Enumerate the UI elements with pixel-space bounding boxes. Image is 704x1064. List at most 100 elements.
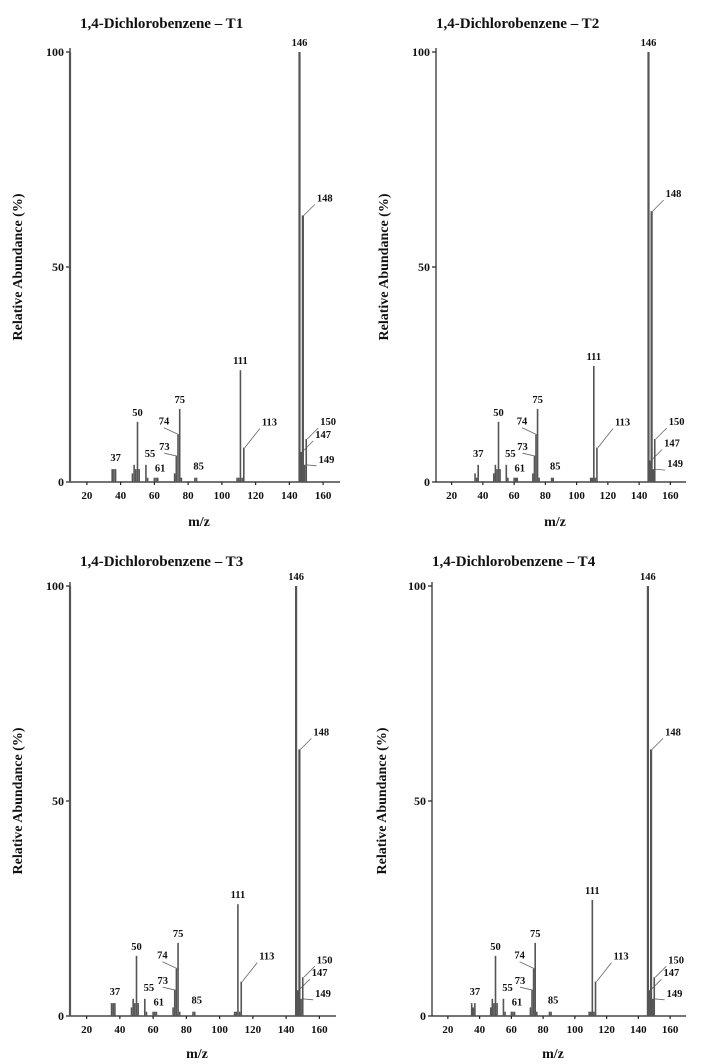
- peak-leader-line: [652, 199, 664, 212]
- x-axis-label: m/z: [544, 515, 566, 530]
- y-axis-label: Relative Abundance (%): [375, 727, 390, 874]
- peak-label-150: 150: [320, 417, 336, 428]
- peak-leader-line: [519, 986, 534, 991]
- peak-label-147: 147: [663, 968, 679, 979]
- peak-label-37: 37: [473, 449, 484, 460]
- peak-label-55: 55: [145, 449, 156, 460]
- y-tick-label: 100: [46, 579, 64, 593]
- peak-label-73: 73: [517, 442, 528, 453]
- x-tick-label: 80: [183, 490, 195, 502]
- peak-label-85: 85: [548, 996, 559, 1007]
- peak-label-75: 75: [532, 395, 543, 406]
- x-tick-label: 80: [538, 1024, 550, 1036]
- peak-label-149: 149: [315, 989, 331, 1000]
- peak-label-75: 75: [174, 395, 185, 406]
- peak-label-50: 50: [493, 408, 504, 419]
- peak-label-61: 61: [512, 998, 523, 1009]
- peak-leader-line: [163, 427, 180, 436]
- x-tick-label: 40: [477, 490, 489, 502]
- peak-label-147: 147: [664, 439, 680, 450]
- x-tick-label: 160: [662, 1024, 679, 1036]
- peak-label-50: 50: [131, 942, 142, 953]
- peak-label-111: 111: [231, 890, 246, 901]
- y-tick-label: 100: [408, 579, 426, 593]
- y-tick-label: 100: [46, 45, 64, 59]
- x-tick-label: 140: [281, 490, 298, 502]
- x-tick-label: 60: [509, 490, 521, 502]
- peak-label-55: 55: [505, 449, 516, 460]
- peak-leader-line: [162, 961, 178, 970]
- x-tick-label: 20: [446, 490, 458, 502]
- peak-leader-line: [650, 978, 662, 991]
- y-axis-label: Relative Abundance (%): [11, 727, 26, 874]
- peak-leader-line: [596, 962, 612, 982]
- y-tick-label: 50: [418, 260, 430, 274]
- peak-label-50: 50: [132, 408, 143, 419]
- peak-label-149: 149: [319, 455, 335, 466]
- x-tick-label: 160: [662, 490, 679, 502]
- x-tick-label: 160: [311, 1024, 328, 1036]
- peak-leader-line: [654, 966, 667, 978]
- peak-leader-line: [521, 427, 538, 436]
- peak-leader-line: [519, 961, 535, 970]
- peak-label-55: 55: [144, 983, 155, 994]
- peak-label-61: 61: [154, 998, 165, 1009]
- x-tick-label: 40: [115, 490, 127, 502]
- peak-leader-line: [162, 986, 176, 991]
- peak-leader-line: [655, 427, 668, 440]
- y-tick-label: 50: [52, 794, 64, 808]
- x-tick-label: 100: [568, 490, 585, 502]
- x-tick-label: 100: [567, 1024, 584, 1036]
- peak-label-150: 150: [669, 417, 685, 428]
- peak-leader-line: [305, 464, 317, 467]
- peak-label-74: 74: [157, 951, 168, 962]
- x-tick-label: 120: [245, 1024, 262, 1036]
- y-tick-label: 100: [412, 45, 430, 59]
- y-tick-label: 0: [58, 1009, 64, 1023]
- peak-label-146: 146: [288, 572, 304, 583]
- panel-t4: 1,4-Dichlorobenzene – T4 0 50 100 20 40 60 80 10…: [375, 554, 686, 1062]
- y-tick-label: 0: [420, 1009, 426, 1023]
- peak-label-75: 75: [530, 929, 541, 940]
- peak-label-55: 55: [502, 983, 513, 994]
- x-tick-label: 40: [114, 1024, 126, 1036]
- panel-title: 1,4-Dichlorobenzene – T4: [432, 554, 596, 570]
- peak-label-111: 111: [233, 356, 248, 367]
- peak-label-50: 50: [490, 942, 501, 953]
- peak-label-149: 149: [667, 459, 683, 470]
- peak-leader-line: [522, 452, 536, 457]
- peak-label-148: 148: [666, 189, 682, 200]
- y-axis-label: Relative Abundance (%): [377, 193, 392, 340]
- peak-leader-line: [306, 427, 319, 440]
- peak-label-73: 73: [159, 442, 170, 453]
- peak-label-113: 113: [614, 952, 629, 963]
- peak-leader-line: [302, 998, 314, 1001]
- peak-leader-line: [653, 998, 665, 1001]
- x-tick-label: 100: [211, 1024, 228, 1036]
- peak-leader-line: [298, 978, 311, 991]
- panel-t2: 1,4-Dichlorobenzene – T2 0 50 100 20 40 60 80 10…: [377, 16, 686, 530]
- x-axis-label: m/z: [188, 515, 210, 530]
- panel-title: 1,4-Dichlorobenzene – T3: [80, 554, 243, 570]
- x-tick-label: 20: [442, 1024, 454, 1036]
- peak-label-37: 37: [470, 987, 481, 998]
- peak-leader-line: [597, 428, 614, 448]
- peak-label-74: 74: [517, 417, 528, 428]
- peak-label-111: 111: [587, 352, 602, 363]
- x-tick-label: 100: [214, 490, 231, 502]
- peak-leader-line: [301, 440, 314, 453]
- peak-label-113: 113: [262, 418, 277, 429]
- peak-label-75: 75: [173, 929, 184, 940]
- peak-label-74: 74: [159, 417, 170, 428]
- x-tick-label: 20: [81, 1024, 93, 1036]
- x-tick-label: 120: [600, 490, 617, 502]
- peak-label-37: 37: [110, 987, 121, 998]
- peak-label-148: 148: [313, 727, 329, 738]
- peak-label-146: 146: [641, 38, 657, 49]
- peak-label-61: 61: [155, 464, 166, 475]
- x-tick-label: 120: [247, 490, 264, 502]
- peak-label-146: 146: [292, 38, 308, 49]
- y-tick-label: 0: [58, 475, 64, 489]
- peak-label-149: 149: [667, 989, 683, 1000]
- peak-label-73: 73: [515, 976, 526, 987]
